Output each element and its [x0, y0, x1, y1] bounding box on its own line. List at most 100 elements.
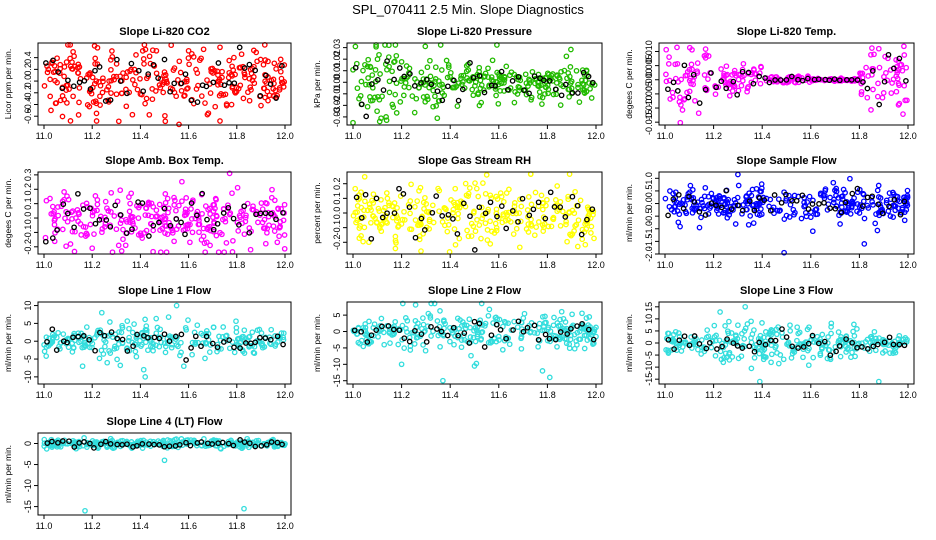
outlier-point [98, 309, 105, 316]
data-point [711, 334, 718, 340]
data-point [466, 316, 473, 323]
y-axis-label: percent per min. [312, 182, 322, 243]
data-point [350, 212, 357, 219]
data-point [75, 69, 81, 76]
reference-point [117, 212, 124, 218]
data-point [732, 221, 739, 227]
data-point [443, 57, 450, 64]
data-point [280, 84, 287, 90]
reference-point [886, 334, 893, 341]
y-axis-label: kPa per min. [312, 60, 322, 108]
reference-point [860, 79, 866, 85]
data-point [70, 345, 77, 351]
data-point [424, 93, 430, 100]
data-point [49, 203, 56, 210]
data-point [373, 220, 380, 226]
data-point [557, 222, 564, 229]
data-point [70, 93, 76, 100]
reference-point [129, 226, 135, 233]
reference-point [140, 88, 147, 95]
data-point [107, 319, 113, 325]
data-point [523, 226, 530, 232]
data-point [190, 197, 196, 204]
reference-point [455, 332, 462, 339]
data-point [154, 213, 160, 219]
data-point [361, 207, 367, 214]
reference-point [562, 214, 569, 220]
data-point [393, 217, 400, 224]
data-point [863, 64, 869, 71]
data-point [468, 233, 475, 239]
outlier-point [173, 302, 180, 309]
reference-point [459, 86, 466, 93]
reference-point [444, 332, 451, 339]
data-point [277, 68, 284, 75]
data-point [573, 221, 580, 228]
reference-point [167, 88, 173, 95]
data-point [516, 210, 523, 216]
data-point [489, 57, 496, 64]
data-point [482, 70, 489, 77]
reference-point [257, 210, 264, 217]
x-tick-label: 11.8 [851, 260, 868, 270]
data-point [469, 86, 476, 93]
data-point [569, 311, 575, 318]
data-point [705, 333, 712, 340]
data-point [554, 183, 561, 189]
y-tick-label: -0.2 [23, 239, 33, 255]
reference-point [854, 77, 861, 83]
data-point [794, 324, 801, 331]
data-point [679, 107, 686, 113]
data-point [539, 313, 546, 320]
data-point [743, 206, 750, 213]
data-point [723, 198, 730, 204]
data-point [109, 48, 115, 54]
y-tick-label: 15 [644, 302, 654, 312]
data-point [173, 436, 180, 442]
data-point [411, 341, 418, 347]
data-point [183, 195, 190, 201]
reference-point [203, 333, 210, 340]
x-tick-label: 11.2 [393, 131, 410, 141]
data-point [427, 313, 434, 319]
x-tick-label: 11.4 [754, 131, 771, 141]
data-point [837, 221, 843, 227]
data-point [392, 245, 399, 252]
reference-point [146, 441, 152, 447]
data-point [387, 340, 393, 346]
reference-point [585, 326, 592, 333]
data-point [687, 182, 694, 189]
reference-point [881, 339, 888, 346]
data-point [516, 244, 523, 251]
data-point [168, 42, 175, 49]
y-tick-label: -0.01 [332, 84, 342, 105]
reference-point [434, 326, 440, 332]
reference-point [368, 235, 375, 242]
y-tick-label: 0.1 [23, 197, 33, 210]
reference-point [476, 73, 483, 79]
data-point [763, 354, 769, 361]
data-point [76, 99, 82, 106]
data-point [142, 339, 149, 346]
data-point [772, 344, 779, 351]
data-point [97, 102, 103, 108]
reference-point [156, 219, 162, 226]
reference-point [481, 89, 488, 96]
data-point [571, 228, 577, 234]
reference-point [401, 73, 408, 80]
data-point [552, 333, 559, 339]
data-point [126, 325, 132, 332]
data-point [528, 96, 534, 103]
reference-point [167, 222, 174, 229]
data-point [422, 43, 429, 50]
y-tick-label: 5 [644, 328, 654, 333]
data-point [478, 99, 485, 106]
y-axis-label: ml/min per min. [624, 184, 634, 242]
data-point [518, 203, 525, 210]
plot-frame [37, 171, 292, 255]
reference-point [423, 339, 430, 345]
data-point [870, 202, 876, 208]
data-point [451, 226, 458, 232]
data-point [676, 333, 683, 340]
data-point [527, 328, 534, 335]
